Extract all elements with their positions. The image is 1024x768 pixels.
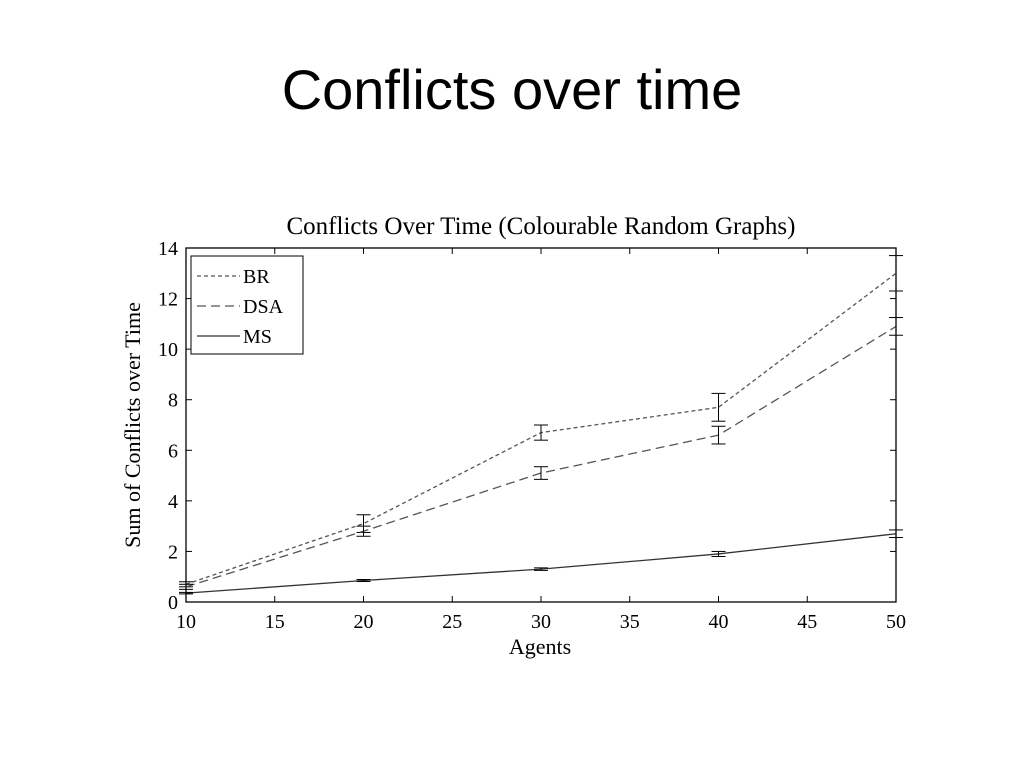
y-tick-label: 10 [158, 339, 178, 361]
legend-item-dsa: DSA [197, 296, 284, 318]
legend-box [190, 255, 304, 355]
legend-label-ms: MS [243, 326, 272, 348]
x-tick-label: 40 [709, 611, 729, 633]
y-tick-label: 8 [168, 390, 178, 412]
error-bar-dsa [534, 466, 548, 480]
error-bar-dsa [711, 425, 726, 445]
y-tick-label: 4 [168, 491, 178, 513]
legend: BR DSA MS [190, 255, 304, 355]
series-ms [179, 529, 903, 595]
slide-title: Conflicts over time [281, 58, 743, 121]
error-bar-ms [889, 529, 903, 539]
y-tick-label: 12 [158, 289, 178, 311]
y-axis: 0 2 4 6 8 10 12 14 [158, 238, 896, 614]
y-axis-label: Sum of Conflicts over Time [120, 302, 145, 548]
x-axis: 10 15 20 25 30 35 40 45 50 [176, 248, 906, 633]
error-bar-br [711, 392, 726, 422]
error-bar-ms [356, 578, 371, 583]
chart-title: Conflicts Over Time (Colourable Random G… [287, 213, 796, 240]
y-tick-label: 6 [168, 440, 178, 462]
error-bar-ms [534, 567, 548, 571]
error-bar-dsa [889, 317, 903, 336]
error-bar-br [889, 255, 903, 292]
legend-item-ms: MS [197, 326, 272, 348]
error-bar-dsa [179, 583, 193, 590]
series-br [179, 255, 903, 588]
x-tick-label: 30 [531, 611, 551, 633]
x-tick-label: 35 [620, 611, 640, 633]
y-tick-label: 14 [158, 238, 178, 260]
x-tick-label: 25 [442, 611, 462, 633]
error-bar-ms [179, 591, 193, 595]
x-tick-label: 10 [176, 611, 196, 633]
y-tick-label: 0 [168, 592, 178, 614]
legend-item-br: BR [197, 266, 270, 288]
x-tick-label: 20 [354, 611, 374, 633]
error-bar-ms [711, 550, 726, 557]
x-tick-label: 15 [265, 611, 285, 633]
legend-label-br: BR [243, 266, 270, 288]
x-tick-label: 50 [886, 611, 906, 633]
series-line-ms [185, 533, 897, 594]
legend-label-dsa: DSA [243, 296, 284, 318]
error-bar-br [534, 424, 548, 441]
error-bar-dsa [356, 525, 371, 537]
x-tick-label: 45 [797, 611, 817, 633]
series-layer [179, 255, 903, 595]
series-dsa [179, 317, 903, 590]
y-tick-label: 2 [168, 541, 178, 563]
x-axis-label: Agents [509, 634, 571, 659]
